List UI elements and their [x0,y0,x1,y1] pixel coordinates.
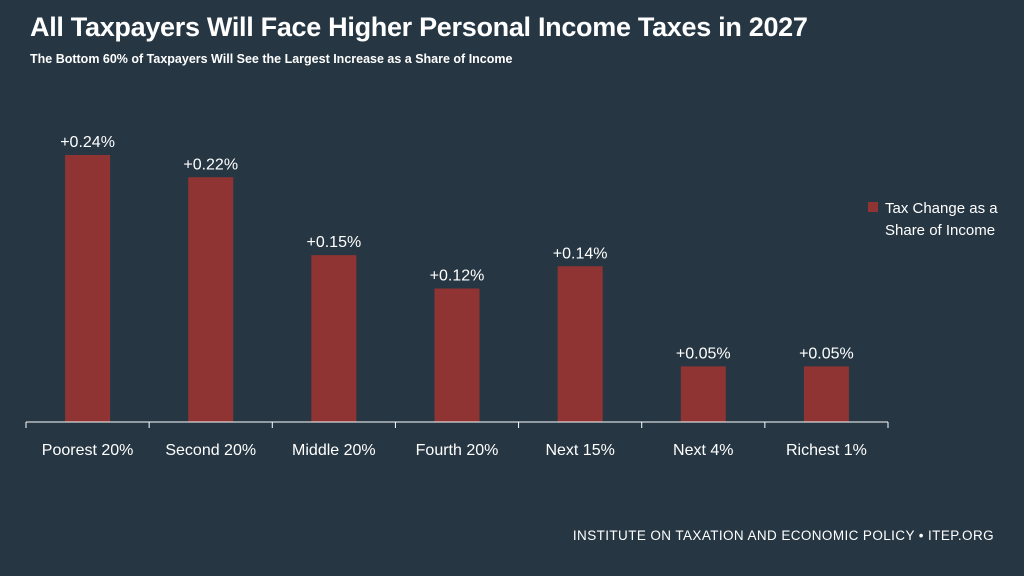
bar [434,288,480,422]
source-footer: INSTITUTE ON TAXATION AND ECONOMIC POLIC… [572,528,994,543]
legend-label: Tax Change as a Share of Income [885,200,998,239]
x-tick-label: Second 20% [165,442,256,459]
bar-data-label: +0.15% [306,234,361,251]
bar [311,255,357,422]
chart-subtitle: The Bottom 60% of Taxpayers Will See the… [30,52,513,66]
x-tick-label: Poorest 20% [42,442,134,459]
x-tick-label: Fourth 20% [416,442,499,459]
bar-data-label: +0.12% [430,268,485,285]
x-tick-label: Middle 20% [292,442,376,459]
bar [557,266,603,422]
legend: Tax Change as a Share of Income [868,198,1015,242]
x-tick-label: Next 4% [673,442,733,459]
bar [65,155,111,422]
chart-title: All Taxpayers Will Face Higher Personal … [30,12,808,42]
bar-data-label: +0.22% [183,156,238,173]
x-tick-label: Next 15% [545,442,614,459]
legend-swatch [868,202,878,212]
x-tick-label: Richest 1% [786,442,867,459]
bar-data-label: +0.24% [60,134,115,151]
ticks-layer: Poorest 20% Second 20% Middle 20% Fourth 20… [25,422,889,459]
bar-data-label: +0.14% [553,245,608,262]
bars-layer: +0.24% +0.22% +0.15% +0.12% +0.14% +0.05% +0.0… [60,134,854,422]
bar [680,366,726,422]
bar-data-label: +0.05% [676,345,731,362]
bar-data-label: +0.05% [799,345,854,362]
bar [803,366,849,422]
bar [188,177,234,422]
